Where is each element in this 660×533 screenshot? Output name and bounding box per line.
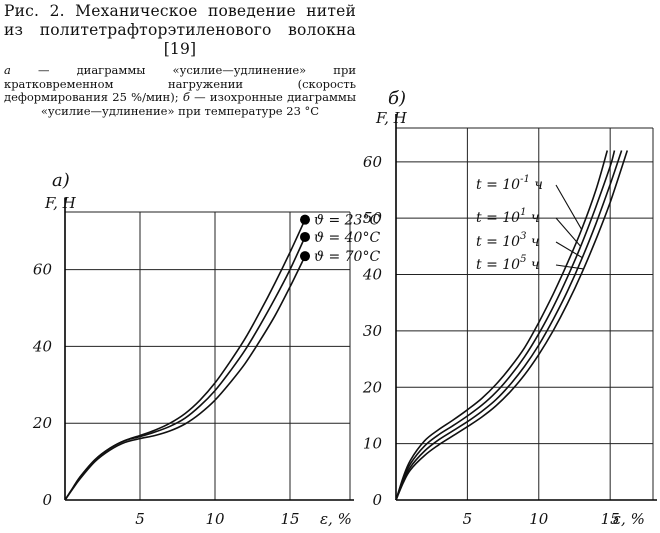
panel-b-ytick-label: 0	[372, 491, 382, 509]
panel-a-series-end-dot	[300, 251, 310, 262]
panel-b-series-label: t = 103 ч	[476, 231, 540, 250]
panel-a-series-end-dot	[300, 214, 310, 225]
panel-a-series-line	[64, 255, 306, 501]
note-b-letter: б	[182, 90, 190, 104]
panel-a-ytick-label: 60	[33, 261, 53, 279]
note-a-text: — диаграммы «усилие—удлинение» при кратк…	[4, 63, 356, 104]
panel-b-ytick-label: 40	[362, 266, 383, 284]
panel-a-series-label: ϑ = 70°C	[314, 249, 380, 265]
panel-a-series-line	[64, 219, 306, 501]
panel-b-series-line	[395, 150, 616, 501]
panel-b-series-line	[395, 150, 629, 501]
figure-notes: а — диаграммы «усилие—удлинение» при кра…	[4, 63, 356, 118]
panel-a-ytick-label: 40	[32, 337, 53, 355]
panel-b-ytick-label: 20	[362, 378, 383, 396]
panel-b-series-label: t = 10-1 ч	[476, 174, 543, 193]
note-a-letter: а	[4, 63, 11, 77]
panel-b-leader-line	[555, 264, 584, 270]
panel-b-ytick-label: 30	[363, 322, 383, 340]
figure-title: Рис. 2. Механическое поведение нитей из …	[4, 2, 356, 58]
panel-b-xtick-label: 5	[463, 510, 473, 528]
panel-a-series-end-dot	[300, 231, 310, 242]
panel-b-leader-line	[555, 241, 583, 259]
panel-a-xtick-label: 10	[205, 510, 225, 528]
panel-b-series-line	[395, 150, 609, 501]
panel-a-ytick-label: 20	[32, 414, 53, 432]
panel-b-label: б)	[388, 88, 406, 109]
panel-b-ytick-label: 10	[363, 435, 383, 453]
panel-b-leader-line	[555, 217, 582, 247]
panel-b-ytick-label: 60	[363, 153, 383, 171]
panel-b-ylabel: F, Н	[375, 109, 408, 127]
panel-b-xlabel: ε, %	[613, 510, 645, 528]
panel-a-ylabel: F, Н	[44, 194, 77, 212]
panel-a-series-label: ϑ = 40°C	[314, 230, 380, 246]
figure-caption: Рис. 2. Механическое поведение нитей из …	[4, 2, 356, 118]
panel-a-ytick-label: 0	[42, 491, 52, 509]
panel-b-xtick-label: 10	[529, 510, 549, 528]
note-b-text: — изохронные диаграммы «усилие—удлинение…	[40, 90, 356, 118]
panel-b-series-line	[395, 150, 623, 501]
panel-b-xtick-label: 15	[601, 510, 620, 528]
panel-a-label: а)	[52, 170, 70, 191]
panel-a-series-label: ϑ = 23°C	[314, 213, 380, 229]
panel-a-xlabel: ε, %	[320, 510, 352, 528]
panel-a-xtick-label: 5	[135, 510, 145, 528]
panel-b-series-label: t = 101 ч	[476, 207, 540, 226]
panel-a-series-line	[64, 236, 306, 501]
panel-b-series-label: t = 105 ч	[476, 254, 540, 273]
panel-a-xtick-label: 15	[280, 510, 299, 528]
panel-b-leader-line	[555, 184, 583, 230]
panel-b-ytick-label: 50	[363, 209, 383, 227]
